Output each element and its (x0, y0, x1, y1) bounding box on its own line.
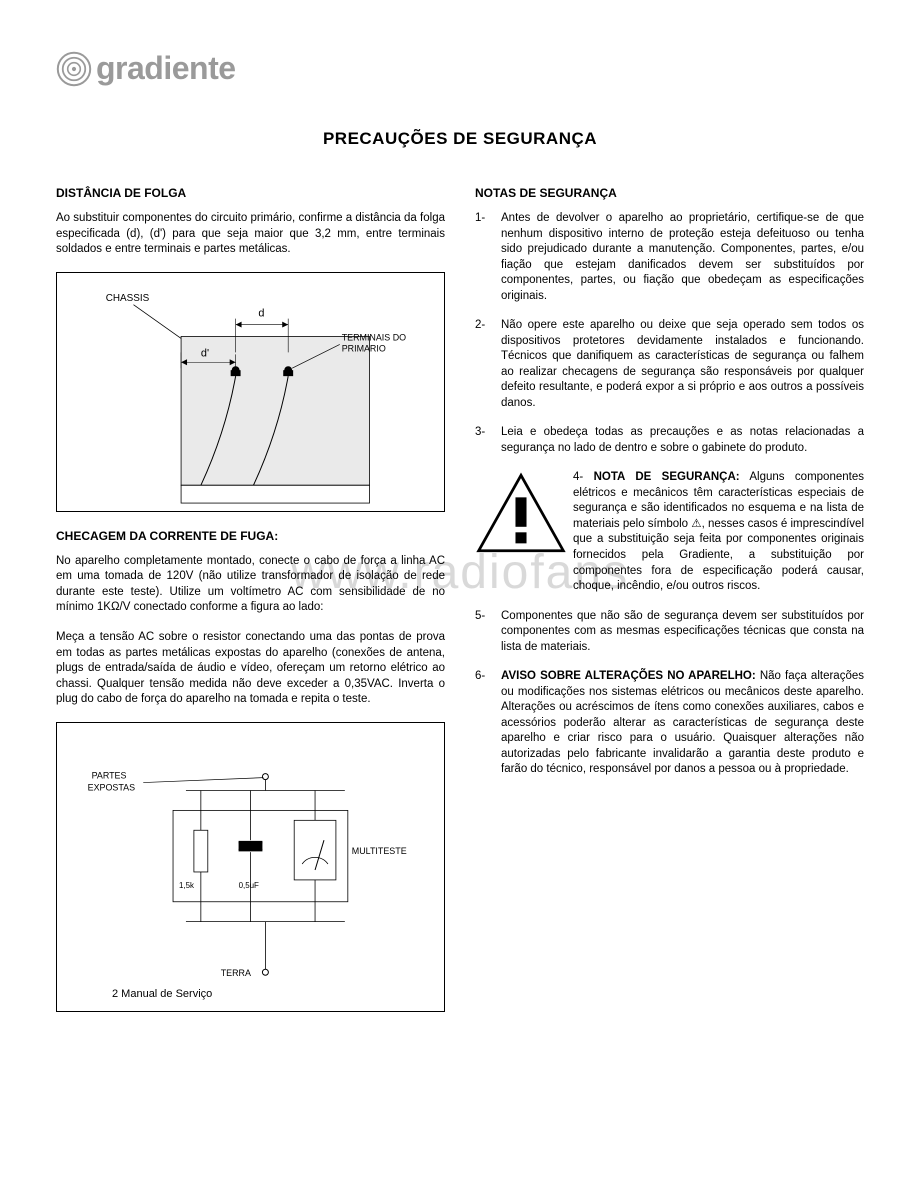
note-body-text: Não faça alterações ou modificações nos … (501, 670, 864, 775)
diagram-chassis-clearance: CHASSIS d d' (56, 272, 445, 512)
safety-notes-list: 1- Antes de devolver o aparelho ao propr… (475, 211, 864, 778)
section-heading-notas: NOTAS DE SEGURANÇA (475, 185, 864, 201)
para-checagem-2: Meça a tensão AC sobre o resistor conect… (56, 630, 445, 708)
note-bold-title: AVISO SOBRE ALTERAÇÕES NO APARELHO: (501, 670, 756, 682)
item-number: 3- (475, 425, 501, 456)
label-partes-l2: EXPOSTAS (88, 782, 135, 792)
item-body: 4- NOTA DE SEGURANÇA: Alguns componentes… (573, 470, 864, 594)
left-column: DISTÂNCIA DE FOLGA Ao substituir compone… (56, 185, 445, 1028)
label-multiteste: MULTITESTE (352, 846, 407, 856)
label-partes-l1: PARTES (92, 770, 127, 780)
diagram-leakage-test: PARTES EXPOSTAS 1,5k (56, 722, 445, 1012)
page-title: PRECAUÇÕES DE SEGURANÇA (56, 129, 864, 149)
label-resistor: 1,5k (179, 880, 194, 889)
label-d: d (258, 307, 264, 319)
item-number: 6- (475, 669, 501, 778)
label-dprime: d' (201, 347, 209, 359)
two-column-layout: DISTÂNCIA DE FOLGA Ao substituir compone… (56, 185, 864, 1028)
item-body: Antes de devolver o aparelho ao propriet… (501, 211, 864, 304)
list-item: 6- AVISO SOBRE ALTERAÇÕES NO APARELHO: N… (475, 669, 864, 778)
page-footer: 2 Manual de Serviço (112, 988, 920, 1000)
list-item-with-warning: 4- NOTA DE SEGURANÇA: Alguns componentes… (475, 470, 864, 594)
brand-name: gradiente (96, 50, 236, 87)
item-number: 1- (475, 211, 501, 304)
para-distancia: Ao substituir componentes do circuito pr… (56, 211, 445, 258)
para-checagem-1: No aparelho completamente montado, conec… (56, 554, 445, 616)
item-body: AVISO SOBRE ALTERAÇÕES NO APARELHO: Não … (501, 669, 864, 778)
list-item: 2- Não opere este aparelho ou deixe que … (475, 318, 864, 411)
gradiente-swirl-icon (56, 51, 92, 87)
right-column: NOTAS DE SEGURANÇA 1- Antes de devolver … (475, 185, 864, 1028)
item-body: Leia e obedeça todas as precauções e as … (501, 425, 864, 456)
note-body-text: Alguns componentes elétricos e mecânicos… (573, 471, 864, 592)
list-item: 3- Leia e obedeça todas as precauções e … (475, 425, 864, 456)
item-number: 4- (573, 471, 583, 483)
label-terra: TERRA (221, 968, 251, 978)
item-number: 5- (475, 609, 501, 656)
item-body: Componentes que não são de segurança dev… (501, 609, 864, 656)
brand-logo: gradiente (56, 50, 864, 87)
label-terminais-l2: PRIMARIO (342, 343, 386, 353)
list-item: 5- Componentes que não são de segurança … (475, 609, 864, 656)
item-body: Não opere este aparelho ou deixe que sej… (501, 318, 864, 411)
section-heading-checagem: CHECAGEM DA CORRENTE DE FUGA: (56, 528, 445, 544)
label-capacitor: 0,5uF (239, 880, 259, 889)
item-number: 2- (475, 318, 501, 411)
list-item: 1- Antes de devolver o aparelho ao propr… (475, 211, 864, 304)
label-terminais-l1: TERMINAIS DO (342, 332, 406, 342)
label-chassis: CHASSIS (106, 293, 150, 304)
note-bold-title: NOTA DE SEGURANÇA: (594, 471, 740, 483)
section-heading-distancia: DISTÂNCIA DE FOLGA (56, 185, 445, 201)
warning-triangle-icon (475, 470, 567, 556)
